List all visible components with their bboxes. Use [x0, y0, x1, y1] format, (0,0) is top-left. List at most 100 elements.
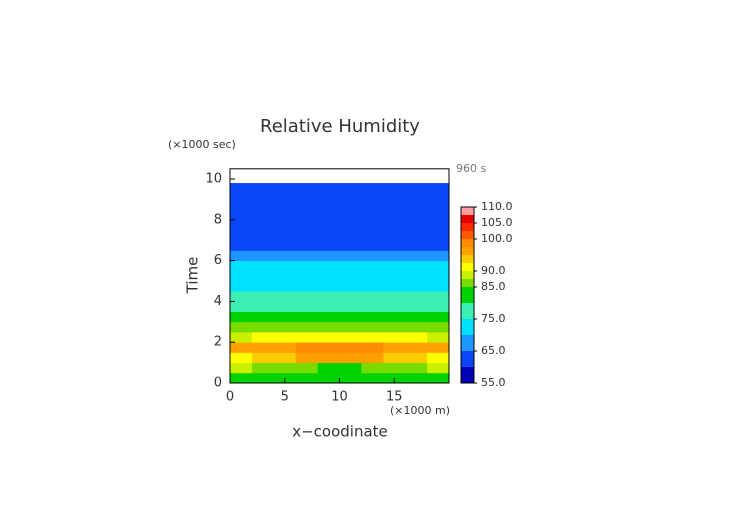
colorbar-frame — [460, 206, 475, 384]
x-unit: (×1000 m) — [390, 404, 450, 417]
colorbar-swatch — [461, 319, 474, 335]
contour-cell — [230, 209, 253, 221]
contour-cell — [251, 240, 275, 251]
contour-cell — [405, 189, 428, 200]
contour-cell — [339, 250, 362, 261]
contour-cell — [295, 260, 318, 272]
contour-cell — [339, 332, 362, 343]
y-tick-label: 8 — [214, 212, 222, 227]
contour-cell — [383, 342, 406, 353]
contour-cell — [295, 372, 318, 384]
x-tick-label: 15 — [386, 390, 403, 405]
contour-cell — [383, 281, 406, 292]
contour-cell — [405, 281, 428, 292]
contour-cell — [427, 301, 450, 312]
contour-cell — [273, 260, 297, 272]
contour-cell — [339, 183, 362, 190]
contour-cell — [251, 342, 275, 353]
contour-cell — [361, 260, 384, 272]
contour-cell — [230, 342, 253, 353]
contour-cell — [405, 332, 428, 343]
contour-cell — [251, 291, 275, 302]
contour-cell — [317, 332, 340, 343]
contour-cell — [339, 199, 362, 210]
contour-cell — [273, 301, 297, 312]
contour-cell — [427, 291, 450, 302]
contour-cell — [273, 209, 297, 221]
contour-cell — [361, 189, 384, 200]
contour-cell — [273, 281, 297, 292]
contour-cell — [361, 270, 384, 282]
contour-cell — [383, 332, 406, 343]
contour-cell — [317, 209, 340, 221]
colorbar-tick-label: 75.0 — [481, 312, 506, 325]
contour-cell — [295, 250, 318, 261]
contour-cell — [273, 183, 297, 190]
contour-cell — [427, 250, 450, 261]
time-label: 960 s — [456, 162, 486, 175]
contour-cell — [230, 362, 253, 374]
contour-cell — [273, 311, 297, 323]
contour-cell — [383, 321, 406, 333]
y-tick-label: 2 — [214, 335, 222, 350]
y-tick-label: 10 — [205, 172, 222, 187]
contour-cell — [251, 209, 275, 221]
contour-cell — [230, 311, 253, 323]
contour-cell — [339, 219, 362, 231]
contour-cell — [295, 281, 318, 292]
colorbar-swatch — [461, 367, 474, 383]
contour-cell — [361, 291, 384, 302]
contour-cell — [383, 240, 406, 251]
contour-cell — [251, 250, 275, 261]
contour-cell — [427, 372, 450, 384]
contour-cell — [383, 250, 406, 261]
y-unit: (×1000 sec) — [168, 138, 236, 151]
contour-cell — [361, 219, 384, 231]
colorbar-swatch — [461, 335, 474, 351]
contour-cell — [295, 321, 318, 333]
contour-cell — [339, 362, 362, 374]
colorbar-swatch — [461, 287, 474, 303]
contour-cell — [295, 362, 318, 374]
contour-cell — [361, 281, 384, 292]
contour-cell — [251, 260, 275, 272]
contour-cell — [251, 199, 275, 210]
contour-cell — [405, 209, 428, 221]
contour-cell — [361, 342, 384, 353]
contour-cell — [427, 240, 450, 251]
contour-cell — [383, 352, 406, 363]
colorbar-swatch — [461, 223, 474, 231]
contour-cell — [427, 270, 450, 282]
contour-cell — [317, 230, 340, 241]
contour-cell — [317, 189, 340, 200]
x-tick-label: 0 — [226, 390, 234, 405]
contour-cell — [427, 189, 450, 200]
contour-cell — [383, 260, 406, 272]
x-tick-label: 10 — [331, 390, 348, 405]
contour-cell — [251, 362, 275, 374]
contour-cell — [230, 183, 253, 190]
contour-cell — [251, 332, 275, 343]
y-tick-label: 6 — [214, 253, 222, 268]
y-axis-label: Time — [184, 257, 202, 295]
contour-cell — [317, 321, 340, 333]
contour-cell — [317, 281, 340, 292]
y-tick-label: 4 — [214, 294, 222, 309]
contour-cell — [383, 362, 406, 374]
contour-cell — [230, 240, 253, 251]
contour-cell — [273, 189, 297, 200]
contour-cell — [317, 270, 340, 282]
contour-cell — [251, 230, 275, 241]
contour-cell — [251, 281, 275, 292]
contour-cell — [251, 270, 275, 282]
colorbar-tick-label: 90.0 — [481, 264, 506, 277]
contour-cell — [427, 183, 450, 190]
contour-cell — [251, 183, 275, 190]
contour-cell — [251, 189, 275, 200]
contour-cell — [405, 372, 428, 384]
contour-cell — [230, 301, 253, 312]
contour-cell — [383, 270, 406, 282]
contour-cell — [230, 281, 253, 292]
colorbar-swatch — [461, 279, 474, 287]
colorbar-tick-label: 85.0 — [481, 280, 506, 293]
